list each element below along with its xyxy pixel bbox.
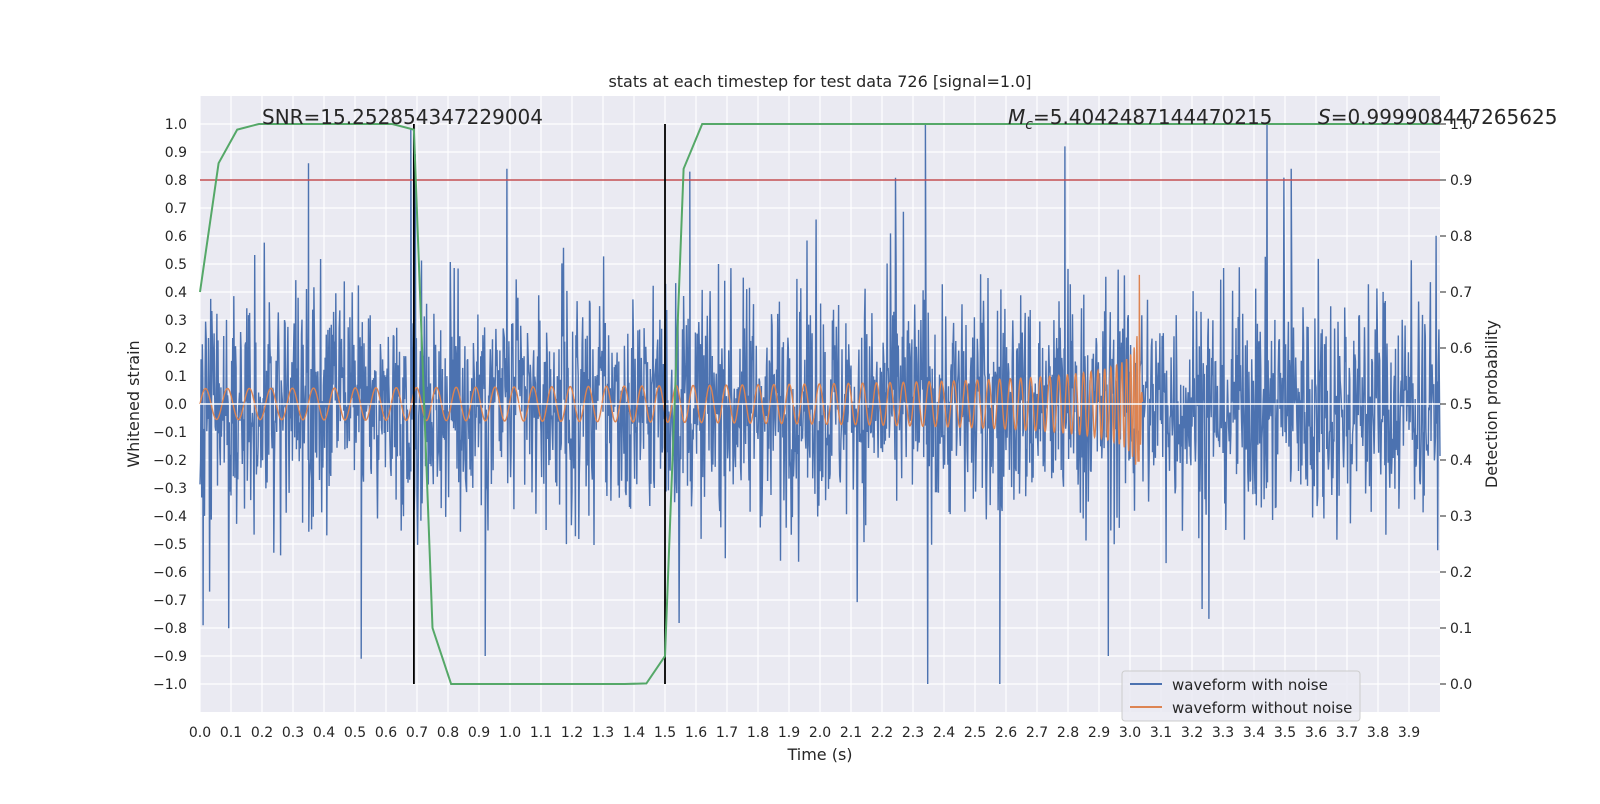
x-tick-label: 2.5 — [964, 725, 986, 741]
y-right-tick-label: 0.6 — [1450, 341, 1472, 357]
legend-label-clean: waveform without noise — [1172, 699, 1352, 717]
x-tick-label: 1.0 — [499, 725, 521, 741]
y-left-tick-label: −0.4 — [153, 509, 187, 525]
x-tick-label: 0.6 — [375, 725, 397, 741]
y-right-tick-label: 0.4 — [1450, 453, 1472, 469]
chirp-mass-value: =5.4042487144470215 — [1033, 105, 1272, 129]
score-value: =0.999908447265625 — [1331, 105, 1558, 129]
score-symbol: S — [1318, 105, 1331, 129]
y-left-tick-label: 0.5 — [165, 257, 187, 273]
y-left-tick-label: −0.1 — [153, 425, 187, 441]
y-left-tick-label: 1.0 — [165, 117, 187, 133]
x-tick-label: 1.9 — [778, 725, 800, 741]
x-tick-label: 0.9 — [468, 725, 490, 741]
legend-label-noise: waveform with noise — [1172, 676, 1328, 694]
x-tick-label: 3.8 — [1367, 725, 1389, 741]
x-tick-label: 1.1 — [530, 725, 552, 741]
x-tick-label: 0.2 — [251, 725, 273, 741]
y-right-tick-label: 0.2 — [1450, 565, 1472, 581]
score-annotation: S=0.999908447265625 — [1318, 105, 1557, 129]
series-layer — [199, 123, 1441, 685]
x-tick-label: 2.4 — [933, 725, 955, 741]
detection-probability-line — [199, 123, 1440, 685]
x-tick-label: 1.3 — [592, 725, 614, 741]
x-tick-label: 1.2 — [561, 725, 583, 741]
x-tick-label: 1.8 — [747, 725, 769, 741]
x-tick-label: 1.4 — [623, 725, 645, 741]
x-tick-label: 1.6 — [685, 725, 707, 741]
x-tick-label: 3.1 — [1150, 725, 1172, 741]
chirp-mass-subscript: c — [1025, 117, 1033, 133]
x-tick-label: 3.6 — [1305, 725, 1327, 741]
y-left-tick-label: 0.2 — [165, 341, 187, 357]
x-tick-label: 0.5 — [344, 725, 366, 741]
y-right-tick-label: 0.1 — [1450, 621, 1472, 637]
x-tick-label: 2.2 — [871, 725, 893, 741]
y-left-tick-label: 0.0 — [165, 397, 187, 413]
x-tick-label: 2.6 — [995, 725, 1017, 741]
x-tick-label: 2.1 — [840, 725, 862, 741]
x-tick-label: 3.9 — [1398, 725, 1420, 741]
x-tick-label: 0.4 — [313, 725, 335, 741]
y-left-tick-label: −0.2 — [153, 453, 187, 469]
snr-annotation: SNR=15.252854347229004 — [262, 105, 543, 129]
y-left-tick-label: 0.3 — [165, 313, 187, 329]
ticks: 0.0 0.1 0.2 0.3 0.4 0.5 0.6 0.7 0.8 0.9 1.0 1.1 1.2 1… — [153, 117, 1472, 741]
y-left-tick-label: 0.8 — [165, 173, 187, 189]
x-tick-label: 0.0 — [189, 725, 211, 741]
y-right-tick-label: 0.9 — [1450, 173, 1472, 189]
y-left-tick-label: 0.7 — [165, 201, 187, 217]
waveform-without-noise-line — [199, 274, 1144, 465]
x-tick-label: 3.4 — [1243, 725, 1265, 741]
y-right-tick-label: 0.5 — [1450, 397, 1472, 413]
y-left-tick-label: −0.3 — [153, 481, 187, 497]
x-tick-label: 2.7 — [1026, 725, 1048, 741]
waveform-with-noise-line — [199, 123, 1441, 685]
x-tick-label: 3.5 — [1274, 725, 1296, 741]
x-tick-label: 3.3 — [1212, 725, 1234, 741]
x-axis-label: Time (s) — [786, 745, 852, 764]
x-tick-label: 2.9 — [1088, 725, 1110, 741]
legend: waveform with noise waveform without noi… — [1121, 670, 1361, 722]
x-tick-label: 2.0 — [809, 725, 831, 741]
chart-title: stats at each timestep for test data 726… — [608, 72, 1031, 91]
y-left-tick-label: 0.4 — [165, 285, 187, 301]
y-left-tick-label: 0.6 — [165, 229, 187, 245]
y-axis-right-label: Detection probability — [1482, 320, 1501, 488]
y-left-tick-label: 0.9 — [165, 145, 187, 161]
y-right-tick-label: 1.0 — [1450, 117, 1472, 133]
x-tick-label: 2.8 — [1057, 725, 1079, 741]
y-left-tick-label: −0.9 — [153, 649, 187, 665]
y-right-tick-label: 0.7 — [1450, 285, 1472, 301]
chirp-mass-symbol: M — [1008, 105, 1025, 129]
y-left-tick-label: −1.0 — [153, 677, 187, 693]
y-left-tick-label: 0.1 — [165, 369, 187, 385]
x-tick-label: 0.8 — [437, 725, 459, 741]
legend-box — [1121, 670, 1361, 722]
x-tick-label: 1.5 — [654, 725, 676, 741]
y-left-tick-label: −0.7 — [153, 593, 187, 609]
chirp-mass-annotation: Mc=5.4042487144470215 — [1008, 105, 1272, 133]
x-tick-label: 3.7 — [1336, 725, 1358, 741]
y-left-tick-label: −0.6 — [153, 565, 187, 581]
y-axis-left-label: Whitened strain — [124, 340, 143, 467]
y-right-tick-label: 0.3 — [1450, 509, 1472, 525]
x-tick-label: 0.3 — [282, 725, 304, 741]
x-tick-label: 3.2 — [1181, 725, 1203, 741]
x-tick-label: 2.3 — [902, 725, 924, 741]
y-right-tick-label: 0.0 — [1450, 677, 1472, 693]
y-right-tick-label: 0.8 — [1450, 229, 1472, 245]
x-tick-label: 3.0 — [1119, 725, 1141, 741]
x-tick-label: 0.7 — [406, 725, 428, 741]
x-tick-label: 1.7 — [716, 725, 738, 741]
y-left-tick-label: −0.8 — [153, 621, 187, 637]
y-left-tick-label: −0.5 — [153, 537, 187, 553]
x-tick-label: 0.1 — [220, 725, 242, 741]
